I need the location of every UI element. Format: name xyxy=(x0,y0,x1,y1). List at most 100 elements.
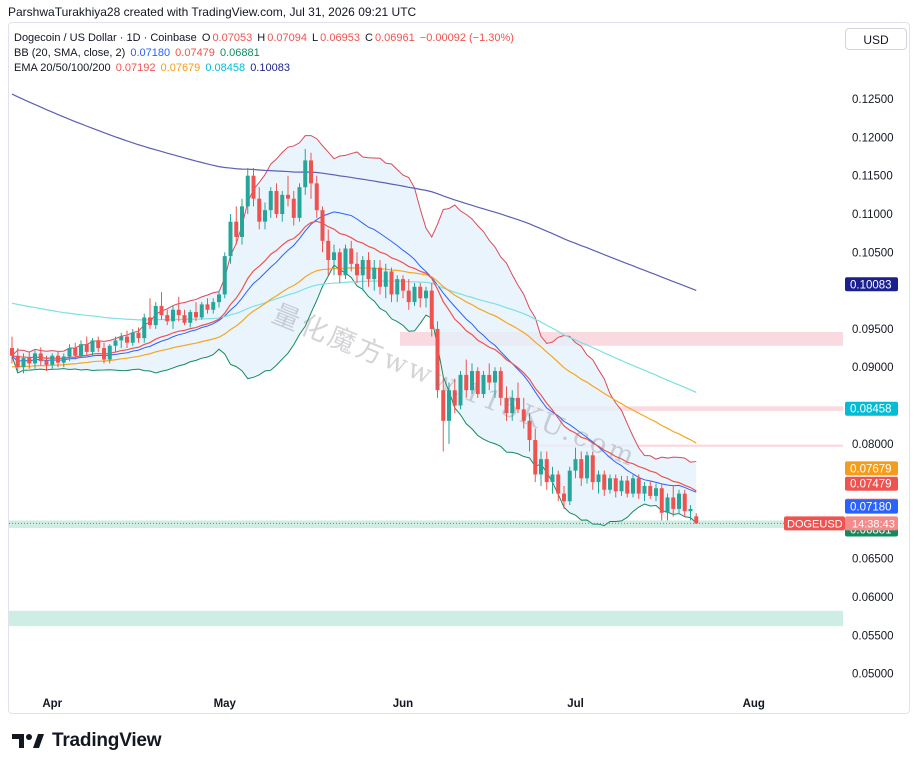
candle-body xyxy=(470,371,474,391)
candle-body xyxy=(90,340,95,352)
tradingview-logo[interactable]: TradingView xyxy=(12,730,162,752)
candle-body xyxy=(533,439,538,475)
candle-body xyxy=(125,336,129,343)
candle-body xyxy=(412,286,417,303)
close-value: 0.06961 xyxy=(374,32,415,44)
candle-body xyxy=(688,508,693,512)
candle-body xyxy=(320,210,325,241)
candle-body xyxy=(602,474,607,490)
candle-body xyxy=(613,478,618,492)
candle-body xyxy=(642,485,647,494)
candle-body xyxy=(332,252,336,260)
candle-body xyxy=(360,259,365,276)
countdown-tag-text: 14:38:43 xyxy=(852,518,895,530)
candle-body xyxy=(590,455,595,483)
price-label-text: 0.07679 xyxy=(850,463,892,475)
candle-body xyxy=(107,345,112,360)
ema50-line xyxy=(11,267,697,444)
time-tick-label: Jun xyxy=(393,698,413,710)
candle-body xyxy=(378,267,382,287)
time-tick-label: May xyxy=(214,698,237,710)
price-label-box xyxy=(845,401,898,416)
zone-green-4 xyxy=(9,610,843,627)
bollinger-band-fill xyxy=(12,135,697,526)
candle-body xyxy=(142,317,147,339)
candle-body xyxy=(389,271,394,295)
chart-attribution: ParshwaTurakhiya28 created with TradingV… xyxy=(8,5,417,19)
candle-body xyxy=(682,493,687,512)
candle-body xyxy=(429,290,434,329)
candle-body xyxy=(291,198,296,218)
candle-body xyxy=(608,478,612,490)
price-tick-label: 0.10500 xyxy=(852,247,894,259)
symbol-legend[interactable]: Dogecoin / US Dollar · 1D · Coinbase O 0.… xyxy=(14,32,516,44)
candle-body xyxy=(171,309,175,322)
ema-legend[interactable]: EMA 20/50/100/200 0.07192 0.07679 0.0845… xyxy=(14,62,292,74)
candle-body xyxy=(677,493,681,509)
bb-legend[interactable]: BB (20, SMA, close, 2) 0.07180 0.07479 0… xyxy=(14,47,262,59)
candle-body xyxy=(176,309,181,316)
candle-body xyxy=(119,336,124,341)
candle-body xyxy=(274,191,279,215)
bb-basis-value: 0.07180 xyxy=(130,47,171,59)
candle-body xyxy=(268,191,273,211)
currency-button[interactable]: USD xyxy=(845,28,907,50)
candle-body xyxy=(102,348,106,360)
candle-body xyxy=(21,358,26,368)
candle-body xyxy=(96,340,101,349)
candle-body xyxy=(245,175,250,207)
candle-body xyxy=(510,397,515,414)
candle-body xyxy=(194,312,198,318)
price-tick-label: 0.09500 xyxy=(852,324,894,336)
candle-body xyxy=(395,279,400,295)
candle-body xyxy=(475,371,480,395)
candle-body xyxy=(550,474,555,483)
price-tick-label: 0.11000 xyxy=(852,209,893,221)
candle-body xyxy=(418,286,423,299)
time-tick-label: Jul xyxy=(567,698,584,710)
candle-body xyxy=(228,221,233,257)
countdown-tag-box xyxy=(845,516,898,531)
ema100-value: 0.08458 xyxy=(205,62,246,74)
candle-body xyxy=(79,344,83,356)
zone-red-1 xyxy=(532,406,843,411)
candle-body xyxy=(366,259,371,280)
price-tick-label: 0.11500 xyxy=(852,171,893,183)
candle-body xyxy=(211,302,216,310)
low-value: 0.06953 xyxy=(320,32,360,44)
symbol-name[interactable]: Dogecoin / US Dollar · 1D · Coinbase xyxy=(14,32,197,44)
candle-body xyxy=(567,470,572,502)
symbol-tag-text: DOGEUSD xyxy=(787,518,843,530)
candle-body xyxy=(648,485,653,496)
candle-body xyxy=(222,256,227,295)
candle-body xyxy=(406,290,411,303)
candle-body xyxy=(654,488,658,496)
price-label-text: 0.07180 xyxy=(850,502,892,514)
candle-body xyxy=(199,304,204,318)
price-label-box xyxy=(845,499,898,514)
open-label: O xyxy=(201,32,211,44)
bb-label[interactable]: BB (20, SMA, close, 2) xyxy=(14,47,126,59)
time-tick-label: Aug xyxy=(743,698,765,710)
candle-body xyxy=(61,356,66,363)
chart-frame xyxy=(8,22,910,714)
price-tick-label: 0.09000 xyxy=(852,362,894,374)
candle-body xyxy=(205,304,210,310)
price-tick-label: 0.08000 xyxy=(852,439,894,451)
candle-body xyxy=(424,290,428,299)
candle-body xyxy=(50,355,55,365)
candle-body xyxy=(56,355,60,363)
ema200-value: 0.10083 xyxy=(250,62,290,74)
candle-body xyxy=(562,493,566,502)
ema-label[interactable]: EMA 20/50/100/200 xyxy=(14,62,111,74)
candle-body xyxy=(38,353,43,362)
candle-body xyxy=(464,374,469,391)
price-label-text: 0.10083 xyxy=(850,279,892,291)
candle-body xyxy=(659,488,664,513)
candle-body xyxy=(182,315,187,323)
price-label-text: 0.07479 xyxy=(850,479,892,491)
ema20-line xyxy=(11,220,697,492)
candle-body xyxy=(240,206,244,237)
candle-body xyxy=(297,187,302,218)
